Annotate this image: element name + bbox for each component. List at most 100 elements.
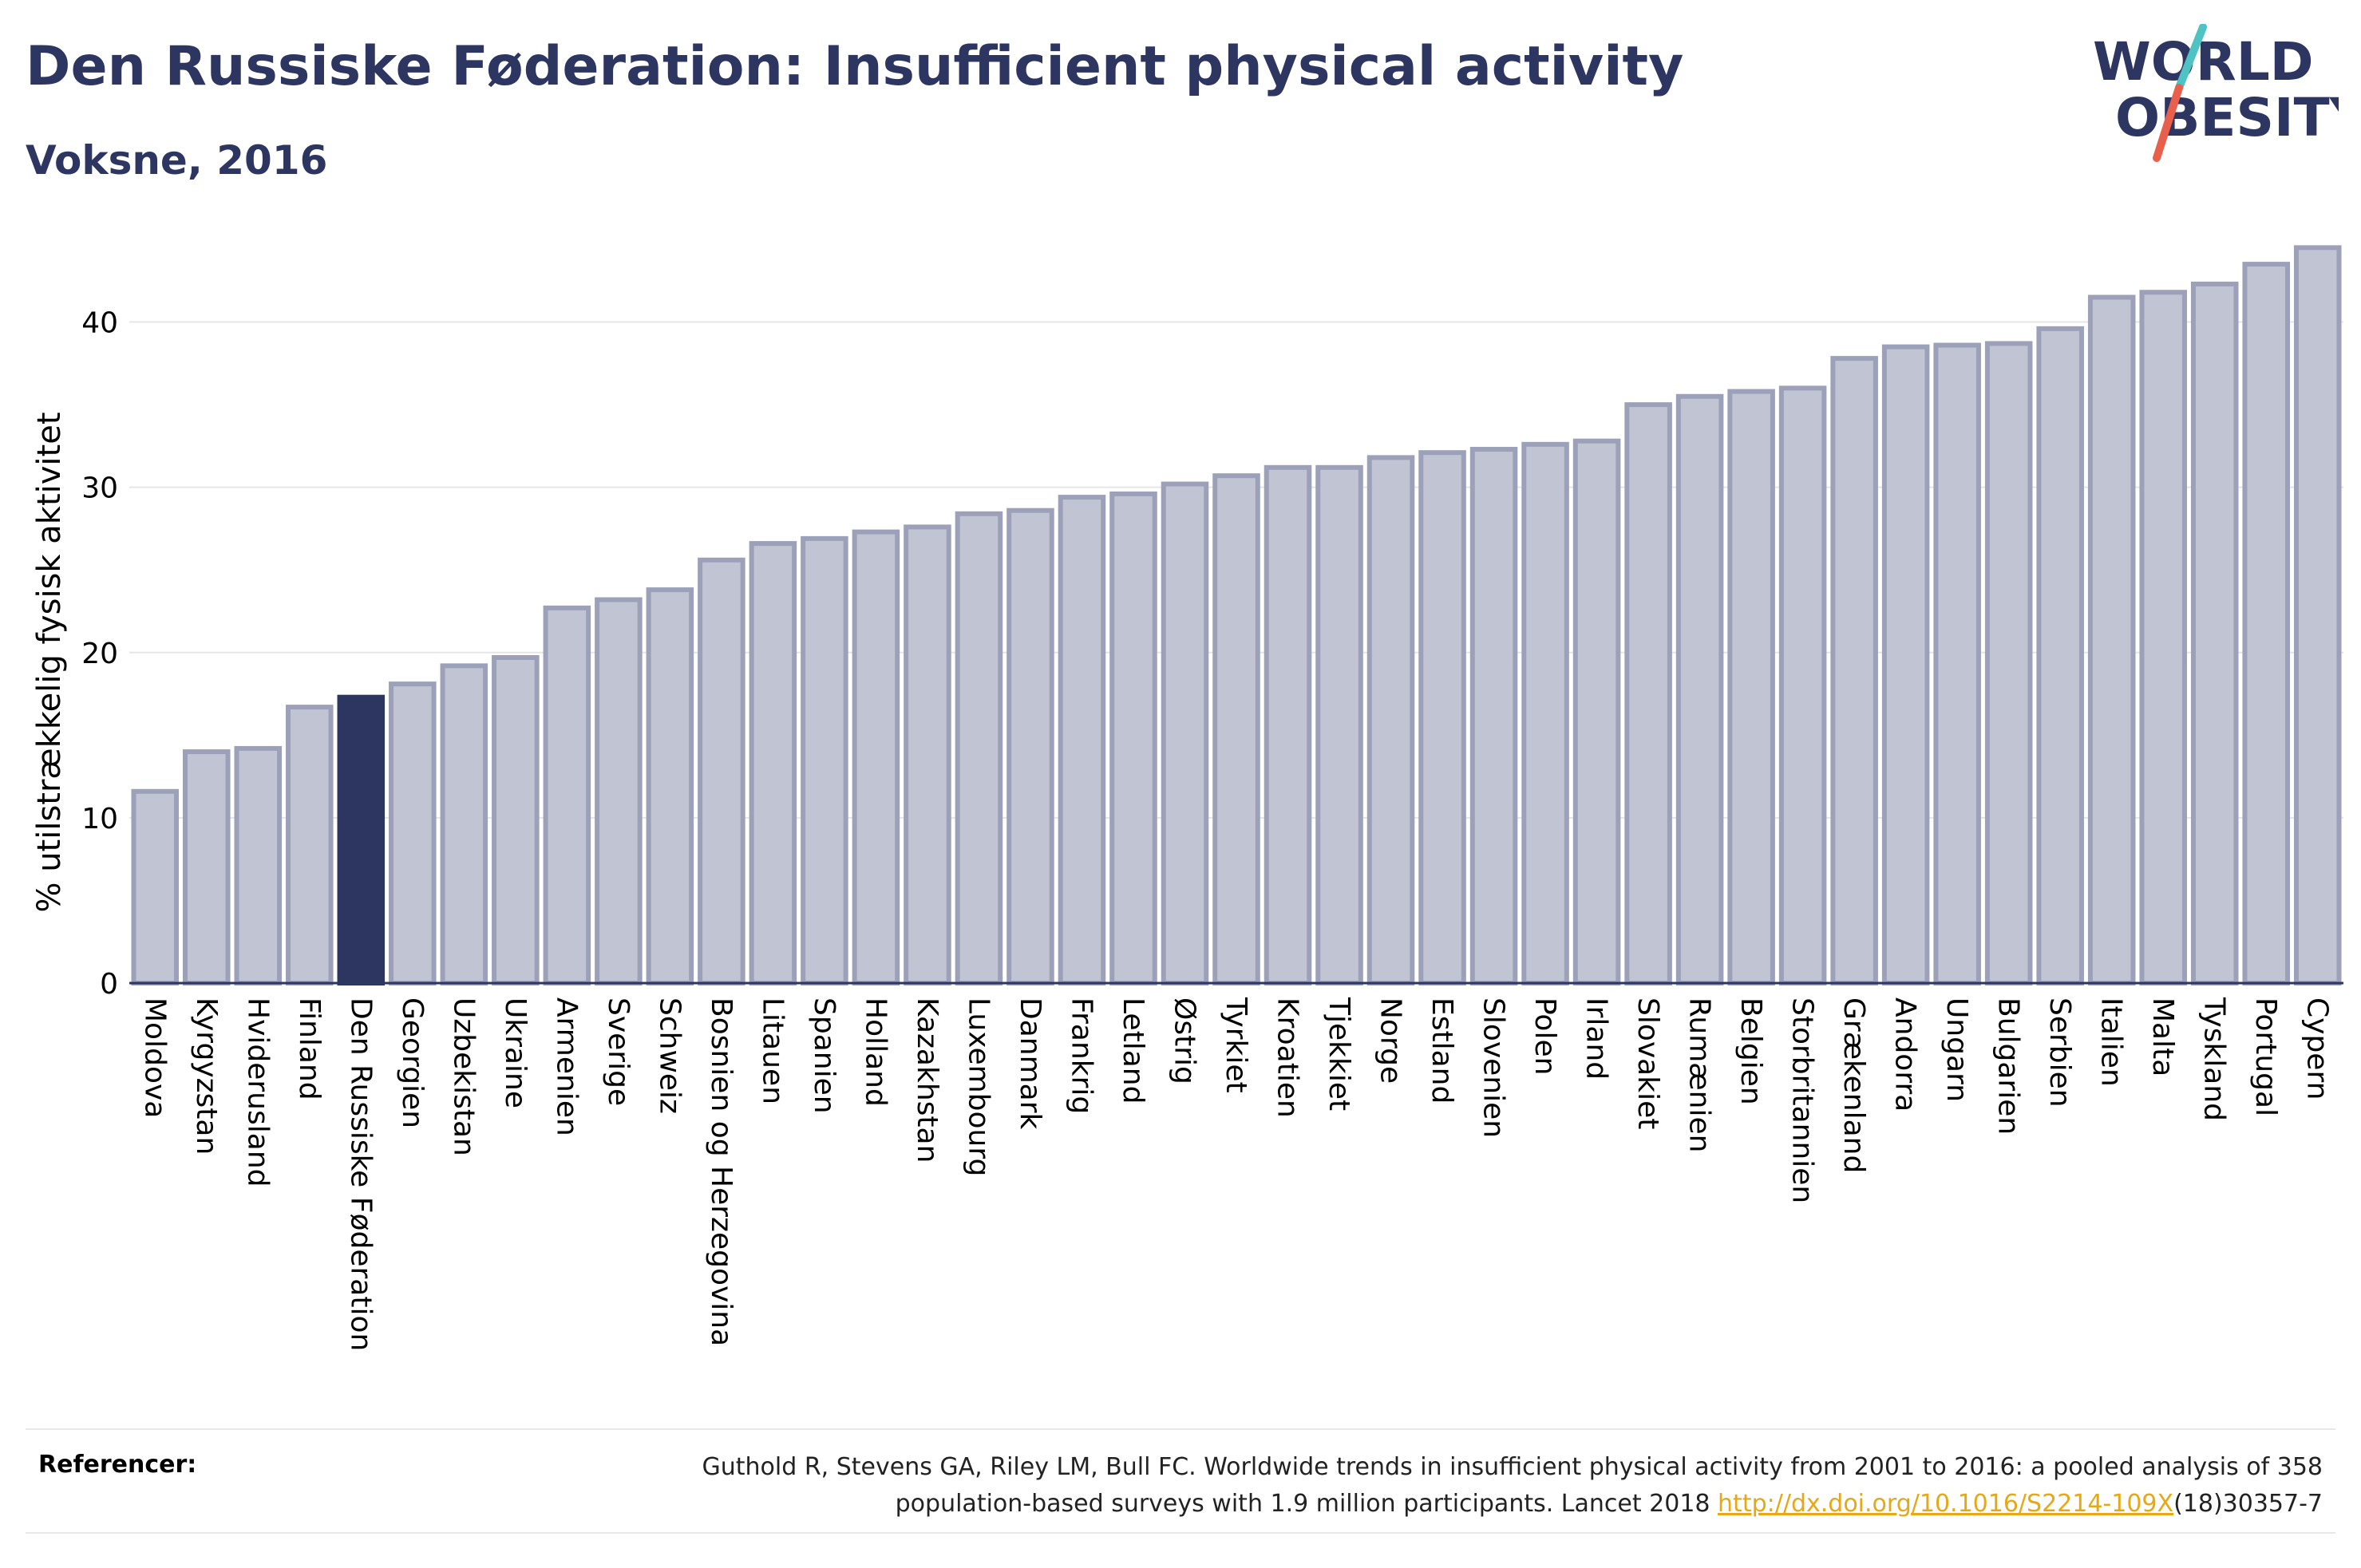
bar[interactable] <box>1830 356 1878 985</box>
bar[interactable] <box>1881 344 1930 986</box>
x-tick-label: Sverige <box>602 997 635 1106</box>
x-tick-label: Bulgarien <box>1992 997 2025 1135</box>
x-tick-label: Ukraine <box>499 997 532 1108</box>
bar[interactable] <box>1469 447 1518 985</box>
bar[interactable] <box>543 605 591 985</box>
x-tick-label: Armenien <box>550 997 583 1136</box>
chart-subtitle: Voksne, 2016 <box>26 137 328 184</box>
bar[interactable] <box>131 788 180 985</box>
y-tick-label: 30 <box>81 472 118 505</box>
reference-line1: Guthold R, Stevens GA, Riley LM, Bull FC… <box>702 1453 2323 1481</box>
bar[interactable] <box>1521 441 1569 985</box>
bar[interactable] <box>2036 326 2084 985</box>
x-tick-label: Tjekkiet <box>1323 997 1355 1111</box>
x-tick-label: Letland <box>1117 997 1149 1104</box>
x-tick-label: Bosnien og Herzegovina <box>705 997 738 1346</box>
x-tick-label: Irland <box>1580 997 1613 1080</box>
bar[interactable] <box>852 529 900 985</box>
x-tick-label: Kazakhstan <box>911 997 943 1163</box>
bar[interactable] <box>1727 389 1775 985</box>
bar[interactable] <box>2293 245 2342 986</box>
x-tick-label: Rumænien <box>1683 997 1716 1152</box>
y-axis-title: % utilstrækkelig fysisk aktivitet <box>31 412 68 912</box>
x-tick-label: Estland <box>1426 997 1458 1104</box>
logo-slash-coral <box>2153 84 2183 162</box>
bar[interactable] <box>2139 290 2187 985</box>
bar[interactable] <box>182 749 231 985</box>
x-tick-label: Tyskland <box>2198 997 2231 1121</box>
bar[interactable] <box>595 597 643 985</box>
bar[interactable] <box>337 694 386 985</box>
x-tick-label: Danmark <box>1014 997 1046 1130</box>
x-tick-label: Kyrgyzstan <box>190 997 223 1155</box>
bar[interactable] <box>1315 464 1363 985</box>
x-tick-label: Georgien <box>396 997 429 1128</box>
bar[interactable] <box>749 541 797 985</box>
x-tick-label: Moldova <box>138 997 171 1118</box>
bar[interactable] <box>801 535 848 985</box>
bar[interactable] <box>1264 464 1312 985</box>
bar[interactable] <box>698 557 745 985</box>
reference-line2: population-based surveys with 1.9 millio… <box>895 1490 1718 1518</box>
bar[interactable] <box>904 524 951 985</box>
x-tick-label: Andorra <box>1889 997 1922 1112</box>
x-tick-label: Belgien <box>1734 997 1767 1105</box>
x-tick-label: Malta <box>2146 997 2179 1076</box>
bar[interactable] <box>955 511 1003 985</box>
x-tick-label: Cypern <box>2301 997 2334 1100</box>
x-tick-labels: Moldova Kyrgyzstan Hviderusland Finland Den … <box>138 997 2333 1351</box>
bar[interactable] <box>1572 438 1621 985</box>
chart-title: Den Russiske Føderation: Insufficient ph… <box>26 35 1684 98</box>
x-tick-label: Østrig <box>1168 997 1200 1084</box>
x-tick-label: Norge <box>1374 997 1407 1084</box>
bar[interactable] <box>1778 385 1827 985</box>
x-tick-label: Frankrig <box>1065 997 1097 1114</box>
x-tick-label: Spanien <box>808 997 840 1114</box>
world-obesity-logo: WORLD OBESITY <box>2093 24 2339 162</box>
logo-slash-teal <box>2175 24 2207 92</box>
reference-doi-link[interactable]: http://dx.doi.org/10.1016/S2214-109X <box>1718 1490 2174 1518</box>
bar-chart: Moldova Kyrgyzstan Hviderusland Finland Den … <box>31 245 2343 1351</box>
x-tick-label: Serbien <box>2043 997 2076 1108</box>
x-tick-label: Grækenland <box>1837 997 1870 1173</box>
bar[interactable] <box>492 654 540 985</box>
bar[interactable] <box>1109 491 1157 985</box>
x-tick-label: Hviderusland <box>241 997 274 1187</box>
x-tick-label: Slovenien <box>1477 997 1510 1138</box>
x-tick-label: Ungarn <box>1940 997 1973 1102</box>
x-tick-label: Uzbekistan <box>447 997 480 1156</box>
logo-line2: OBESITY <box>2115 87 2339 148</box>
bar[interactable] <box>646 587 694 985</box>
x-tick-label: Den Russiske Føderation <box>344 997 377 1351</box>
bar[interactable] <box>1058 495 1106 985</box>
bar[interactable] <box>1984 341 2033 986</box>
logo-line1: WORLD <box>2093 31 2314 93</box>
references-box: Referencer: Guthold R, Stevens GA, Riley… <box>26 1428 2335 1534</box>
y-tick-labels: 0 10 20 30 40 <box>81 307 118 1001</box>
x-tick-label: Schweiz <box>653 997 686 1114</box>
bar[interactable] <box>1933 342 1981 986</box>
reference-line2-end: (18)30357-7 <box>2173 1490 2323 1518</box>
x-tick-label: Italien <box>2095 997 2128 1087</box>
references-label: Referencer: <box>38 1451 197 1479</box>
bar[interactable] <box>1418 450 1466 985</box>
bar[interactable] <box>440 663 488 985</box>
bar[interactable] <box>234 745 283 985</box>
bar[interactable] <box>286 705 334 985</box>
bar[interactable] <box>1161 481 1209 985</box>
x-tick-label: Polen <box>1529 997 1561 1075</box>
x-tick-label: Litauen <box>756 997 789 1104</box>
x-tick-label: Finland <box>293 997 326 1100</box>
bar[interactable] <box>1675 393 1724 985</box>
bar[interactable] <box>389 681 437 986</box>
y-tick-label: 20 <box>81 638 118 670</box>
bar[interactable] <box>2242 262 2291 986</box>
bar[interactable] <box>2087 294 2136 985</box>
bar[interactable] <box>1006 508 1054 985</box>
bar[interactable] <box>2190 281 2239 986</box>
x-tick-label: Luxembourg <box>962 997 995 1176</box>
bar[interactable] <box>1212 473 1260 985</box>
references-text: Guthold R, Stevens GA, Riley LM, Bull FC… <box>487 1449 2323 1523</box>
bar[interactable] <box>1624 402 1672 986</box>
bar[interactable] <box>1366 455 1415 985</box>
